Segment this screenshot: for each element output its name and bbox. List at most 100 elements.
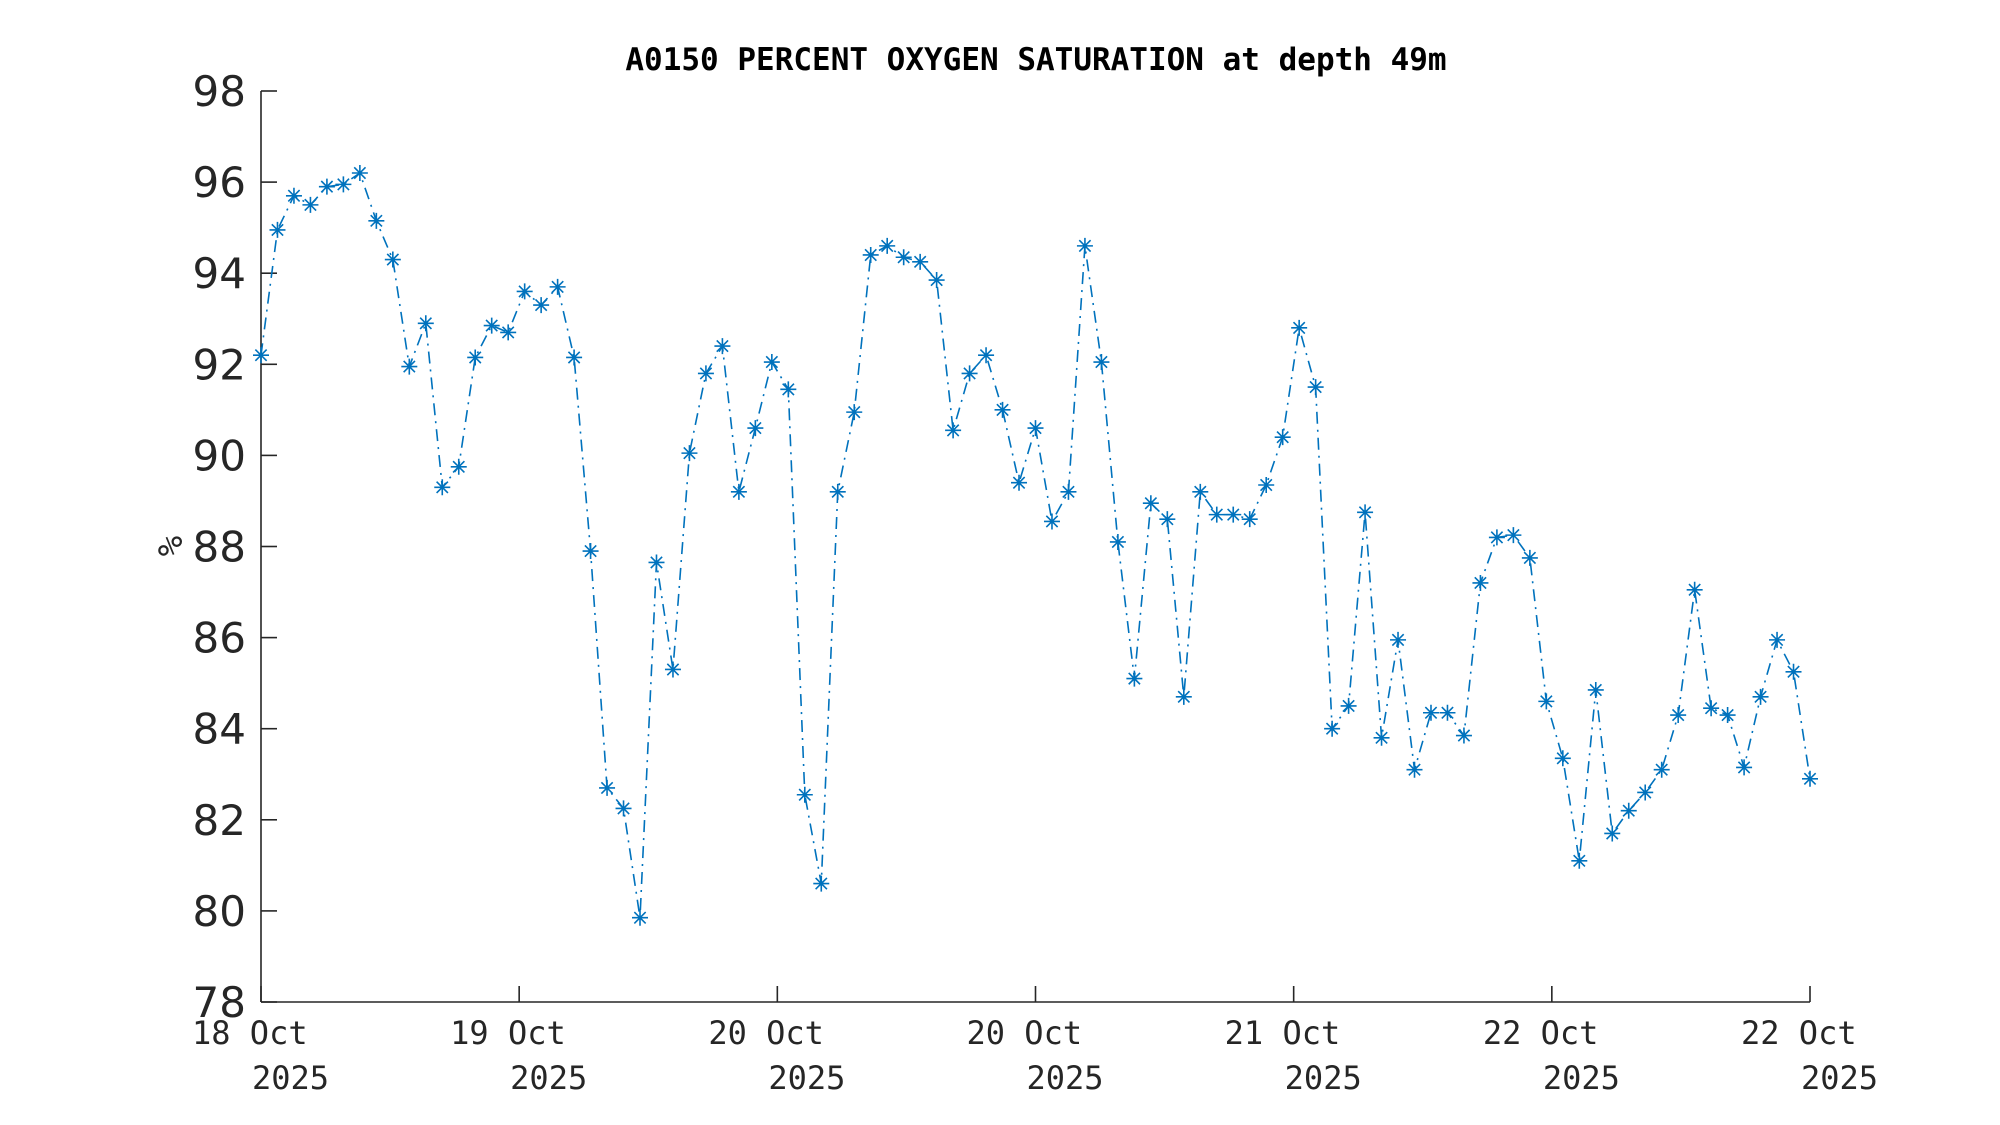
x-tick-year-label: 2025	[1543, 1059, 1620, 1097]
data-point-marker	[1208, 506, 1225, 523]
data-point-marker	[1802, 770, 1818, 787]
data-point-marker	[1785, 663, 1802, 680]
data-point-marker	[796, 786, 813, 803]
data-point-marker	[813, 875, 830, 892]
chart-title: A0150 PERCENT OXYGEN SATURATION at depth…	[625, 42, 1446, 78]
data-point-marker	[697, 365, 714, 382]
x-tick-date-label: 22 Oct	[1483, 1014, 1599, 1052]
y-tick-label: 84	[193, 705, 246, 754]
x-tick-date-label: 22 Oct	[1741, 1014, 1857, 1052]
x-tick-date-label: 19 Oct	[450, 1014, 566, 1052]
data-point-marker	[994, 401, 1011, 418]
data-point-marker	[1538, 693, 1555, 710]
y-tick-label: 88	[193, 523, 246, 572]
data-point-marker	[1324, 720, 1341, 737]
data-point-marker	[417, 315, 434, 332]
y-tick-label: 92	[193, 340, 246, 389]
data-point-marker	[1291, 319, 1308, 336]
x-tick-date-label: 21 Oct	[1225, 1014, 1341, 1052]
x-tick-year-label: 2025	[1027, 1059, 1104, 1097]
data-point-marker	[483, 317, 500, 334]
data-point-marker	[1241, 511, 1258, 528]
data-point-marker	[912, 253, 929, 270]
data-point-marker	[516, 283, 533, 300]
data-point-marker	[285, 187, 302, 204]
data-point-marker	[1455, 727, 1472, 744]
x-tick-date-label: 18 Oct	[192, 1014, 308, 1052]
data-point-marker	[1011, 474, 1028, 491]
data-point-marker	[747, 420, 764, 437]
data-point-marker	[879, 237, 896, 254]
y-tick-label: 90	[193, 431, 246, 480]
data-point-marker	[1604, 825, 1621, 842]
data-point-marker	[862, 246, 879, 263]
x-tick-year-label: 2025	[510, 1059, 587, 1097]
x-tick-date-label: 20 Oct	[967, 1014, 1083, 1052]
data-point-marker	[730, 483, 747, 500]
data-point-marker	[302, 196, 319, 213]
data-point-marker	[1422, 704, 1439, 721]
data-point-marker	[664, 661, 681, 678]
data-point-marker	[928, 272, 945, 289]
data-point-marker	[269, 221, 286, 238]
data-point-marker	[1472, 574, 1489, 591]
data-point-marker	[714, 338, 731, 355]
data-point-marker	[1258, 477, 1275, 494]
data-point-marker	[846, 404, 863, 421]
data-point-marker	[1554, 750, 1571, 767]
data-point-marker	[599, 779, 616, 796]
data-point-marker	[566, 349, 583, 366]
data-point-marker	[335, 176, 352, 193]
x-tick-year-label: 2025	[1801, 1059, 1878, 1097]
x-tick-year-label: 2025	[252, 1059, 329, 1097]
data-point-marker	[401, 358, 418, 375]
data-point-marker	[1274, 429, 1291, 446]
data-point-marker	[1175, 688, 1192, 705]
data-point-marker	[434, 479, 451, 496]
data-point-marker	[1703, 700, 1720, 717]
data-point-marker	[895, 249, 912, 266]
data-point-marker	[253, 347, 269, 364]
data-point-marker	[1719, 707, 1736, 724]
data-point-marker	[1126, 670, 1143, 687]
data-point-marker	[1027, 420, 1044, 437]
data-point-marker	[1390, 631, 1407, 648]
data-point-marker	[1620, 802, 1637, 819]
data-point-marker	[961, 365, 978, 382]
y-ticks: 78 80 82 84 86 88 90 92 94 96 98	[193, 67, 277, 1027]
data-point-marker	[1093, 354, 1110, 371]
y-axis-label: %	[151, 536, 191, 556]
y-tick-label: 78	[193, 978, 246, 1027]
data-point-marker	[351, 164, 368, 181]
data-point-marker	[681, 445, 698, 462]
data-point-marker	[615, 800, 632, 817]
data-point-marker	[467, 349, 484, 366]
data-point-marker	[1225, 506, 1242, 523]
data-point-marker	[1670, 707, 1687, 724]
data-point-marker	[1192, 483, 1209, 500]
data-point-marker	[978, 347, 995, 364]
data-point-marker	[1406, 761, 1423, 778]
data-point-marker	[549, 278, 566, 295]
data-point-marker	[1142, 495, 1159, 512]
data-point-marker	[450, 458, 467, 475]
data-point-marker	[945, 422, 962, 439]
data-point-marker	[829, 483, 846, 500]
data-point-marker	[1159, 511, 1176, 528]
x-tick-date-label: 20 Oct	[708, 1014, 824, 1052]
data-point-marker	[368, 212, 385, 229]
x-ticks: 18 Oct 2025 19 Oct 2025 20 Oct 2025 20 Oct 2025…	[192, 986, 1878, 1097]
data-point-marker	[1505, 527, 1522, 544]
x-tick-year-label: 2025	[768, 1059, 845, 1097]
data-point-marker	[1373, 729, 1390, 746]
data-point-marker	[1340, 697, 1357, 714]
data-point-marker	[780, 381, 797, 398]
data-point-marker	[1488, 529, 1505, 546]
data-point-marker	[1571, 852, 1588, 869]
data-point-marker	[582, 543, 599, 560]
y-tick-label: 98	[193, 67, 246, 116]
data-point-marker	[1653, 761, 1670, 778]
data-point-marker	[1769, 631, 1786, 648]
axes	[260, 91, 1810, 1003]
y-tick-label: 80	[193, 887, 246, 936]
